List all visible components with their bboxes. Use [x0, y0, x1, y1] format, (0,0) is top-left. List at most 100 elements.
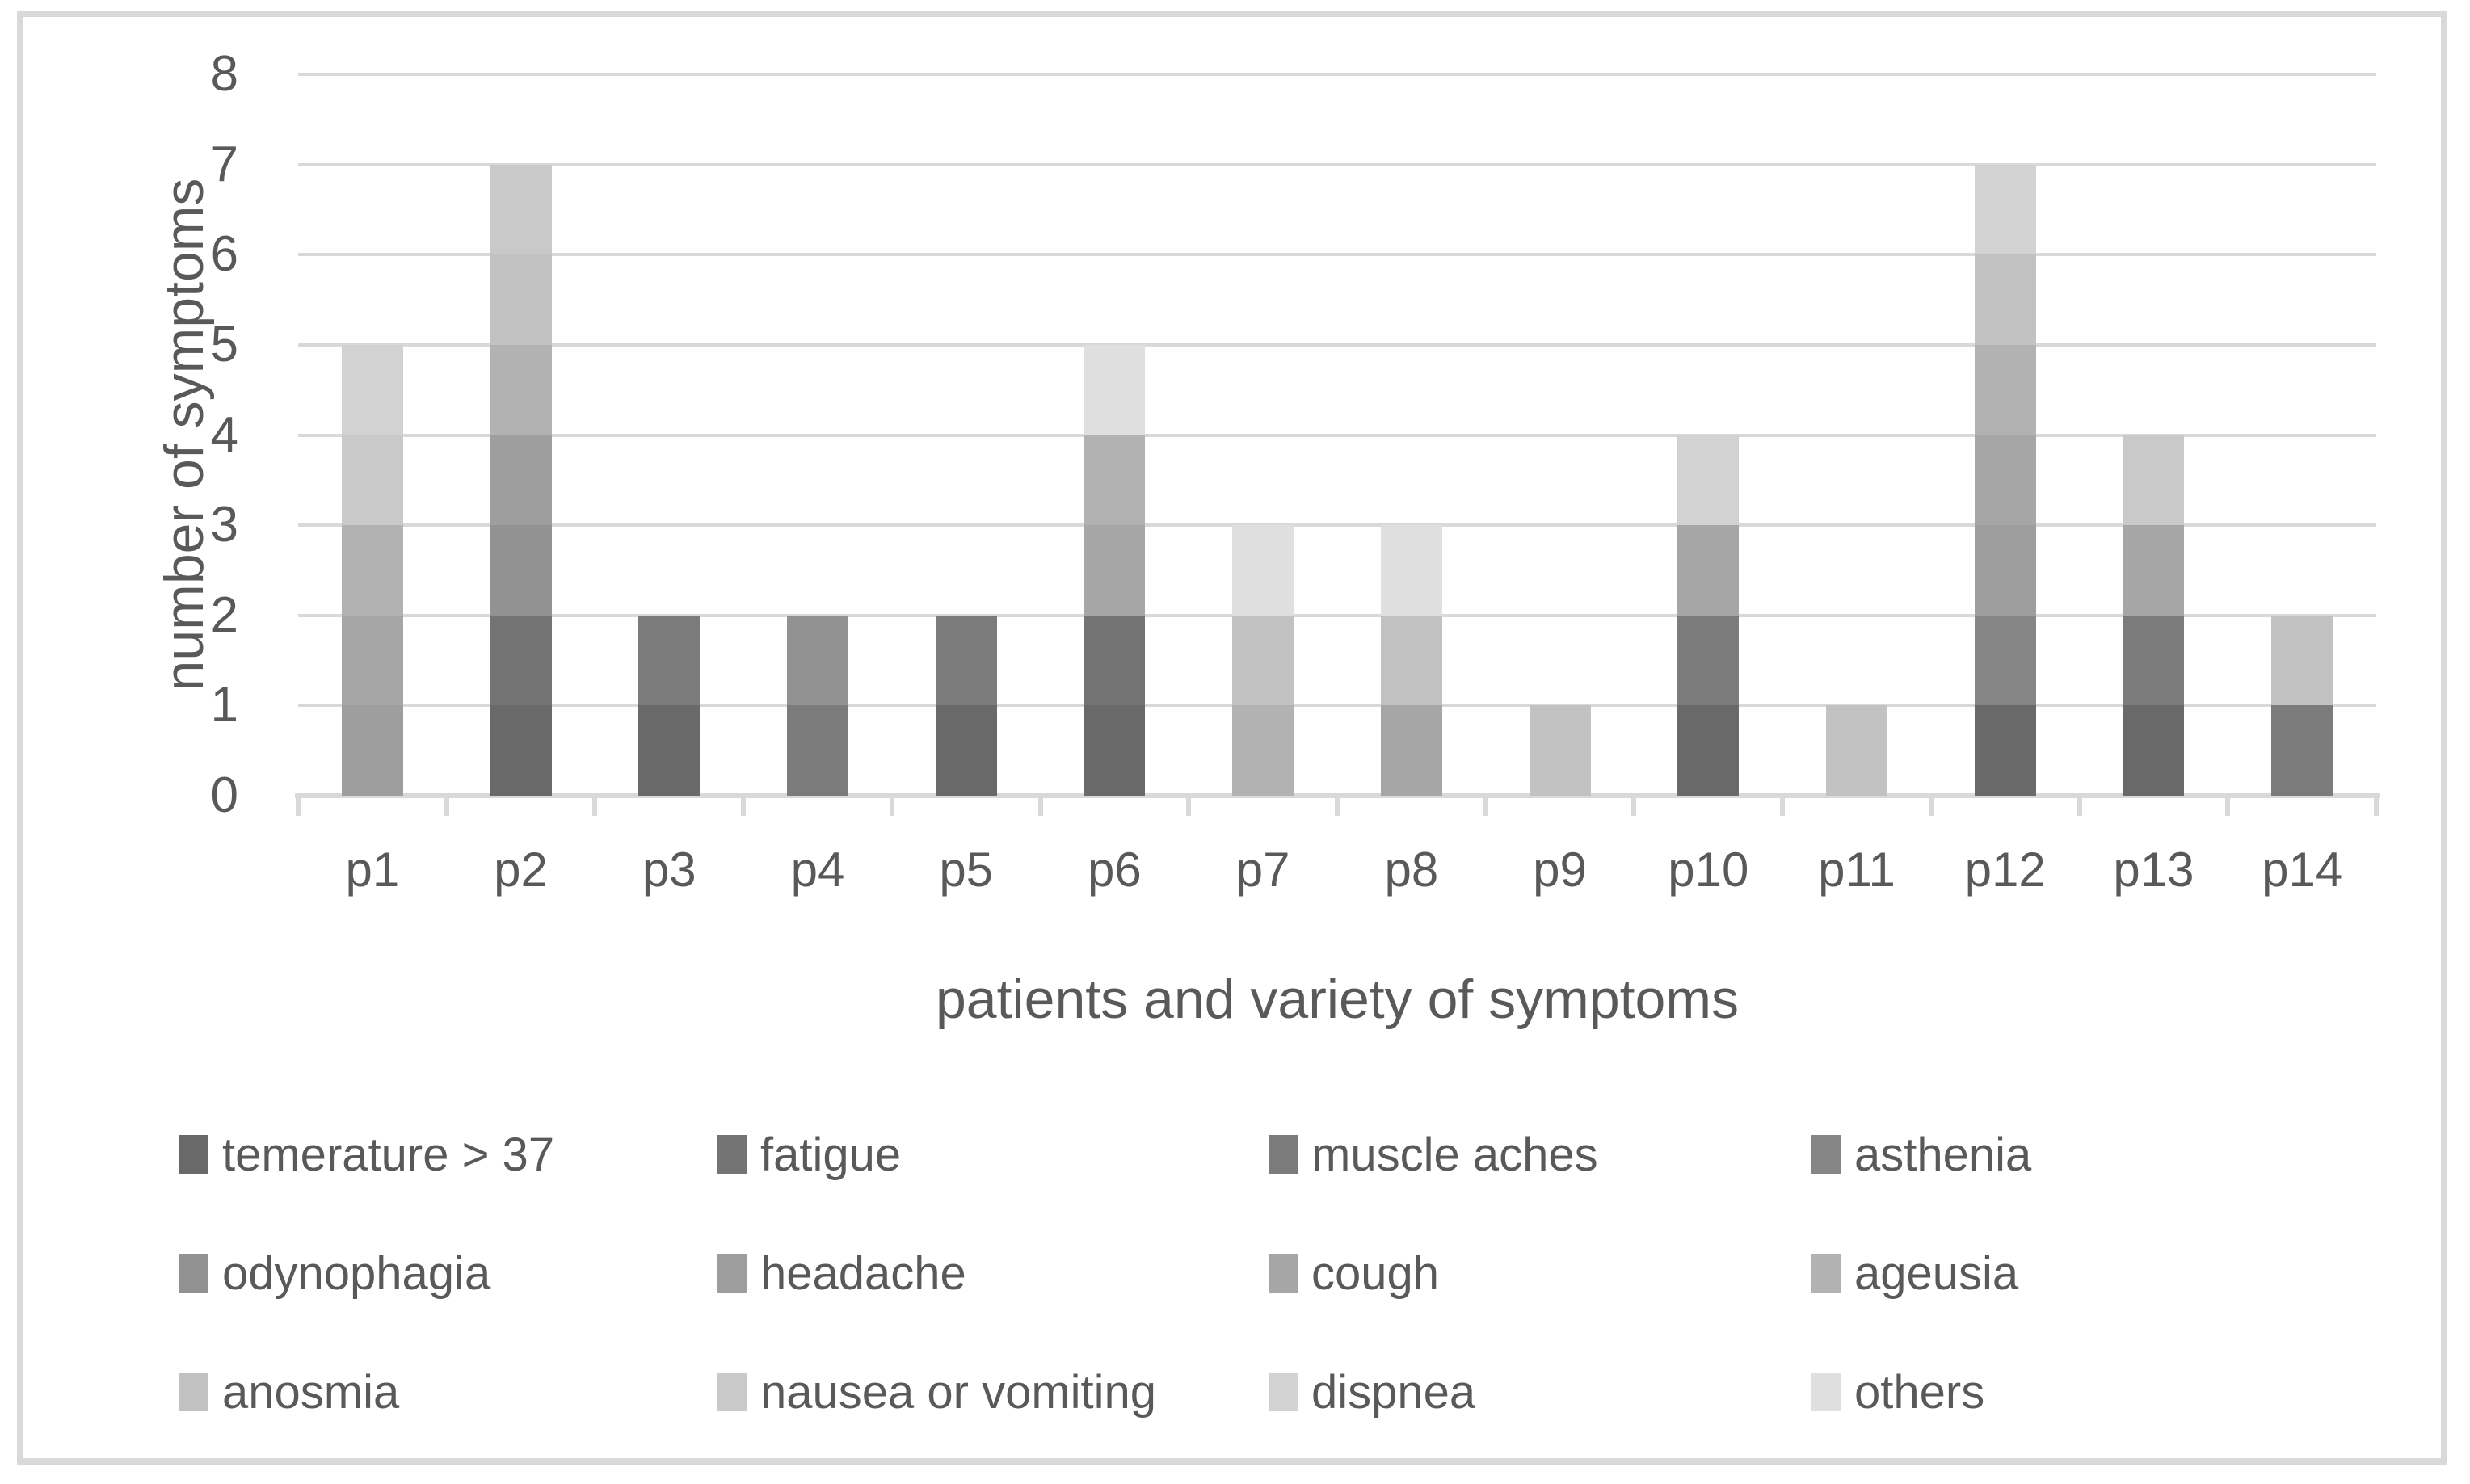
legend-item: anosmia: [179, 1365, 400, 1419]
x-tick-label: p7: [1235, 843, 1290, 897]
bar-segment: [341, 344, 403, 435]
axis-tick: [1483, 797, 1488, 816]
bar-segment: [638, 705, 701, 796]
axis-tick: [889, 797, 894, 816]
bar-segment: [1974, 525, 2036, 616]
bar-segment: [787, 615, 848, 706]
y-tick-label: 8: [210, 46, 238, 102]
bar-segment: [2271, 615, 2333, 706]
bar-segment: [1677, 705, 1740, 796]
axis-tick: [741, 797, 747, 816]
figure-border: [17, 11, 2447, 1465]
bar-segment: [1677, 615, 1740, 706]
legend-item: fatigue: [717, 1129, 901, 1181]
legend-label: temerature > 37: [222, 1128, 555, 1181]
legend-label: anosmia: [222, 1365, 400, 1419]
x-tick-label: p4: [790, 843, 845, 897]
y-axis-title: number of symptoms: [154, 178, 215, 692]
gridline: [298, 253, 2376, 257]
bar-segment: [490, 344, 552, 435]
axis-tick: [2374, 797, 2379, 816]
y-tick-label: 2: [210, 586, 238, 643]
legend-item: asthenia: [1811, 1129, 2031, 1181]
legend-label: others: [1854, 1365, 1985, 1419]
axis-tick: [1928, 797, 1934, 816]
bar-segment: [1380, 615, 1442, 706]
bar-segment: [1677, 435, 1740, 526]
x-tick-label: p11: [1818, 843, 1896, 897]
axis-tick: [2225, 797, 2231, 816]
legend-label: muscle aches: [1311, 1128, 1598, 1181]
gridline: [298, 704, 2376, 708]
legend-swatch: [179, 1254, 208, 1293]
x-tick-label: p12: [1964, 843, 2046, 897]
legend-swatch: [717, 1254, 747, 1293]
legend-swatch: [1269, 1135, 1298, 1174]
bar-segment: [2123, 705, 2185, 796]
bar-segment: [490, 164, 552, 255]
gridline: [298, 433, 2376, 437]
axis-tick: [1037, 797, 1043, 816]
bar-segment: [1380, 705, 1442, 796]
legend-swatch: [179, 1373, 208, 1411]
bar-segment: [490, 254, 552, 345]
bar-segment: [2123, 525, 2185, 616]
gridline: [298, 162, 2376, 166]
bar-segment: [1974, 344, 2036, 435]
axis-tick: [444, 797, 449, 816]
bar-segment: [1084, 344, 1146, 435]
bar-segment: [1232, 705, 1294, 796]
bar-segment: [341, 525, 403, 616]
bar-segment: [490, 525, 552, 616]
legend-item: headache: [717, 1247, 966, 1300]
legend-swatch: [717, 1373, 747, 1411]
y-tick-label: 5: [210, 316, 238, 372]
bar-segment: [1826, 705, 1887, 796]
bar-segment: [1529, 705, 1591, 796]
axis-tick: [1186, 797, 1192, 816]
legend-item: dispnea: [1269, 1365, 1476, 1419]
gridline: [298, 73, 2376, 76]
x-tick-label: p2: [494, 843, 548, 897]
bar-segment: [935, 615, 997, 706]
y-tick-label: 6: [210, 226, 238, 283]
legend-swatch: [1269, 1373, 1298, 1411]
legend-label: cough: [1311, 1246, 1440, 1300]
legend-item: ageusia: [1811, 1247, 2018, 1300]
gridline: [298, 523, 2376, 528]
x-axis-title: patients and variety of symptoms: [935, 969, 1739, 1030]
y-tick-label: 7: [210, 136, 238, 192]
bar-segment: [1974, 164, 2036, 255]
bar-segment: [1380, 525, 1442, 616]
x-tick-label: p1: [345, 843, 400, 897]
bar-segment: [2123, 615, 2185, 706]
x-tick-label: p3: [642, 843, 696, 897]
legend-swatch: [179, 1135, 208, 1174]
y-tick-label: 1: [210, 677, 238, 734]
bar-segment: [638, 615, 701, 706]
x-axis-line: [295, 793, 2380, 798]
legend-item: temerature > 37: [179, 1128, 555, 1181]
bar-segment: [490, 705, 552, 796]
bar-segment: [490, 615, 552, 706]
x-tick-label: p5: [939, 843, 994, 897]
axis-tick: [1780, 797, 1786, 816]
bar-segment: [1084, 615, 1146, 706]
x-tick-label: p13: [2113, 843, 2194, 897]
bar-segment: [2123, 435, 2185, 526]
axis-tick: [2077, 797, 2082, 816]
bar-segment: [1974, 435, 2036, 526]
legend-swatch: [1811, 1135, 1841, 1174]
x-tick-label: p10: [1668, 843, 1749, 897]
axis-tick: [1631, 797, 1637, 816]
bar-segment: [1677, 525, 1740, 616]
bar-segment: [2271, 705, 2333, 796]
bar-segment: [1232, 525, 1294, 616]
x-tick-label: p6: [1088, 843, 1142, 897]
legend-label: dispnea: [1311, 1365, 1476, 1419]
bar-segment: [1974, 254, 2036, 345]
gridline: [298, 613, 2376, 617]
legend-label: headache: [760, 1246, 966, 1300]
x-tick-label: p14: [2262, 843, 2343, 897]
y-tick-label: 0: [210, 767, 238, 823]
